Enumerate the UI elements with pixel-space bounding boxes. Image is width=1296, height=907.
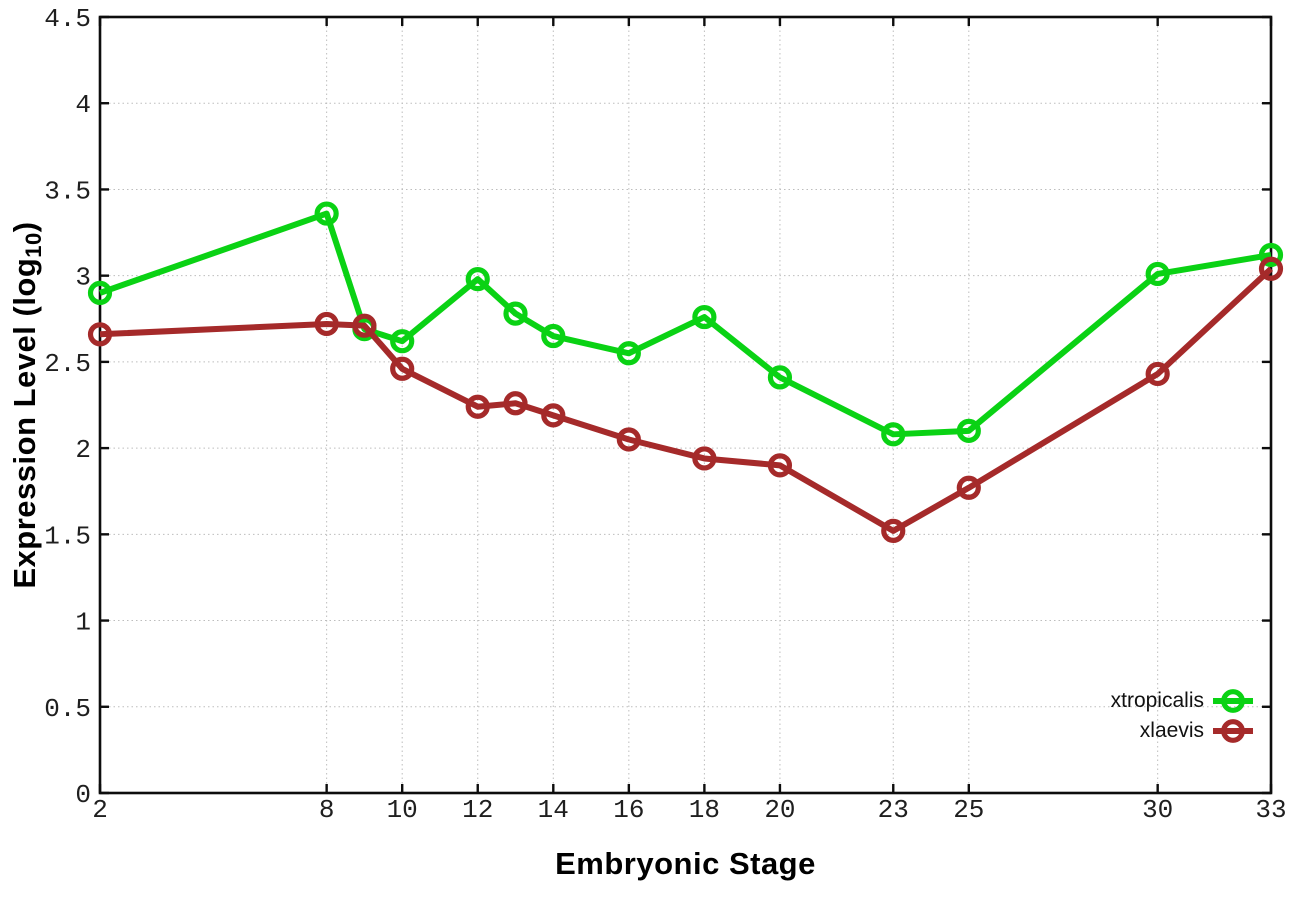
xlaevis-marker xyxy=(1145,361,1170,387)
xlaevis-marker xyxy=(881,518,906,543)
xtropicalis-marker xyxy=(503,301,528,326)
xlaevis-marker xyxy=(503,391,528,416)
xlaevis-marker xyxy=(616,427,641,452)
x-axis-title: Embryonic Stage xyxy=(555,846,816,881)
xtropicalis-marker xyxy=(616,341,641,366)
y-axis-title-subscript: 10 xyxy=(21,232,46,258)
x-tick-label: 10 xyxy=(387,795,418,825)
xtropicalis-marker xyxy=(390,329,415,354)
y-tick-label: 3.5 xyxy=(44,176,91,206)
xtropicalis-open-circle-icon xyxy=(1213,689,1253,713)
xtropicalis-marker xyxy=(767,365,793,390)
xtropicalis-marker xyxy=(541,323,566,349)
x-tick-label: 2 xyxy=(92,795,108,825)
x-tick-label: 18 xyxy=(689,795,720,825)
legend-entry-xtropicalis: xtropicalis xyxy=(1111,686,1253,716)
plot-border xyxy=(98,15,1273,795)
xtropicalis-marker xyxy=(881,422,906,447)
xlaevis-marker xyxy=(1258,256,1284,281)
xlaevis-marker xyxy=(541,403,566,428)
legend-entry-xlaevis: xlaevis xyxy=(1140,716,1253,746)
y-tick-label: 1 xyxy=(75,608,91,638)
y-tick-label: 0 xyxy=(75,780,91,810)
xtropicalis-marker xyxy=(956,418,981,443)
xtropicalis-marker xyxy=(1145,261,1170,287)
xlaevis-marker xyxy=(352,313,377,338)
xlaevis-line xyxy=(99,266,1274,534)
xlaevis-marker xyxy=(956,475,981,500)
xlaevis-marker xyxy=(390,356,415,381)
xlaevis-marker xyxy=(692,446,717,471)
y-tick-label: 4 xyxy=(75,90,91,120)
legend-sample-circle xyxy=(1221,719,1245,743)
y-tick-label: 1.5 xyxy=(44,521,91,551)
xtropicalis-marker xyxy=(1258,242,1284,268)
legend: xtropicalis xlaevis xyxy=(1111,686,1253,746)
xlaevis-marker xyxy=(87,322,113,347)
x-tick-label: 30 xyxy=(1142,795,1173,825)
x-tick-label: 20 xyxy=(764,795,795,825)
x-tick-label: 12 xyxy=(462,795,493,825)
y-tick-label: 0.5 xyxy=(44,694,91,724)
y-tick-label: 3 xyxy=(75,263,91,293)
xlaevis-marker xyxy=(465,394,490,419)
legend-label-xtropicalis: xtropicalis xyxy=(1110,689,1204,712)
y-axis-title-suffix: ) xyxy=(7,221,42,233)
x-tick-label: 14 xyxy=(538,795,569,825)
x-tick-label: 16 xyxy=(613,795,644,825)
legend-sample-circle xyxy=(1221,689,1245,713)
y-tick-label: 2.5 xyxy=(44,349,91,379)
x-tick-label: 8 xyxy=(319,795,335,825)
xtropicalis-marker xyxy=(692,304,717,330)
x-tick-label: 23 xyxy=(878,795,909,825)
legend-label-xlaevis: xlaevis xyxy=(1139,719,1204,742)
x-tick-label: 25 xyxy=(953,795,984,825)
xlaevis-marker xyxy=(767,453,793,478)
x-tick-label: 33 xyxy=(1255,795,1286,825)
xlaevis-open-circle-icon xyxy=(1213,719,1253,743)
xtropicalis-marker xyxy=(465,267,490,292)
y-tick-label: 2 xyxy=(75,435,91,465)
y-axis-title: Expression Level (log10) xyxy=(7,221,47,588)
xlaevis-marker xyxy=(314,311,339,337)
y-tick-label: 4.5 xyxy=(44,4,91,34)
xtropicalis-marker xyxy=(314,201,339,226)
xtropicalis-marker xyxy=(87,280,113,306)
y-axis-title-text: Expression Level (log xyxy=(7,257,42,589)
